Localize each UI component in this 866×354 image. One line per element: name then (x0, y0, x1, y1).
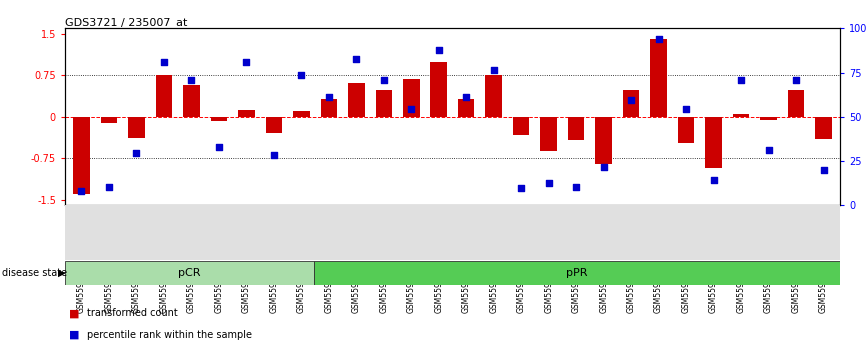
Point (817, 167, 830, 173)
Bar (596, 117, 612, 164)
Bar (486, 75, 502, 117)
Bar (156, 75, 172, 117)
Bar (210, 117, 227, 121)
Point (734, 78, 748, 83)
Text: transformed count: transformed count (87, 308, 178, 318)
Point (212, 144, 226, 149)
Point (624, 97, 638, 103)
Bar (403, 79, 419, 117)
Bar (314, 261, 840, 285)
Point (130, 150, 144, 156)
Text: ■: ■ (69, 308, 80, 318)
Text: percentile rank within the sample: percentile rank within the sample (87, 330, 252, 339)
Point (184, 78, 198, 83)
Bar (238, 110, 255, 117)
Text: disease state: disease state (2, 268, 67, 278)
Point (569, 184, 583, 189)
Point (349, 56, 363, 62)
Bar (513, 117, 529, 135)
Bar (788, 90, 805, 117)
Bar (348, 82, 365, 117)
Bar (540, 117, 557, 151)
Bar (100, 117, 117, 124)
Point (157, 59, 171, 65)
Bar (733, 114, 749, 117)
Bar (74, 117, 90, 194)
Point (514, 185, 528, 191)
Point (432, 48, 446, 53)
Point (459, 94, 473, 100)
Bar (293, 111, 309, 117)
Text: ■: ■ (69, 330, 80, 339)
Bar (650, 39, 667, 117)
Point (652, 36, 666, 42)
Bar (376, 90, 392, 117)
Point (294, 73, 308, 78)
Bar (430, 62, 447, 117)
Bar (760, 117, 777, 120)
Text: pPR: pPR (566, 268, 588, 278)
Point (74, 189, 88, 194)
Point (542, 180, 556, 186)
Bar (458, 99, 475, 117)
Point (761, 147, 775, 153)
Point (404, 106, 418, 112)
Text: pCR: pCR (178, 268, 201, 278)
Bar (65, 261, 314, 285)
Bar (678, 117, 695, 143)
Point (102, 184, 116, 189)
Point (322, 94, 336, 100)
Point (679, 106, 693, 112)
Bar (183, 85, 200, 117)
Bar (266, 117, 282, 133)
Point (377, 78, 391, 83)
Bar (623, 90, 639, 117)
Point (267, 152, 281, 158)
Bar (815, 117, 831, 139)
Point (707, 177, 721, 183)
Point (789, 78, 803, 83)
Bar (320, 98, 337, 117)
Point (597, 164, 611, 170)
Bar (128, 117, 145, 138)
Bar (705, 117, 722, 168)
Text: ▶: ▶ (58, 268, 66, 278)
Point (487, 68, 501, 73)
Text: GDS3721 / 235007_at: GDS3721 / 235007_at (65, 17, 187, 28)
Bar (568, 117, 585, 140)
Point (239, 59, 253, 65)
